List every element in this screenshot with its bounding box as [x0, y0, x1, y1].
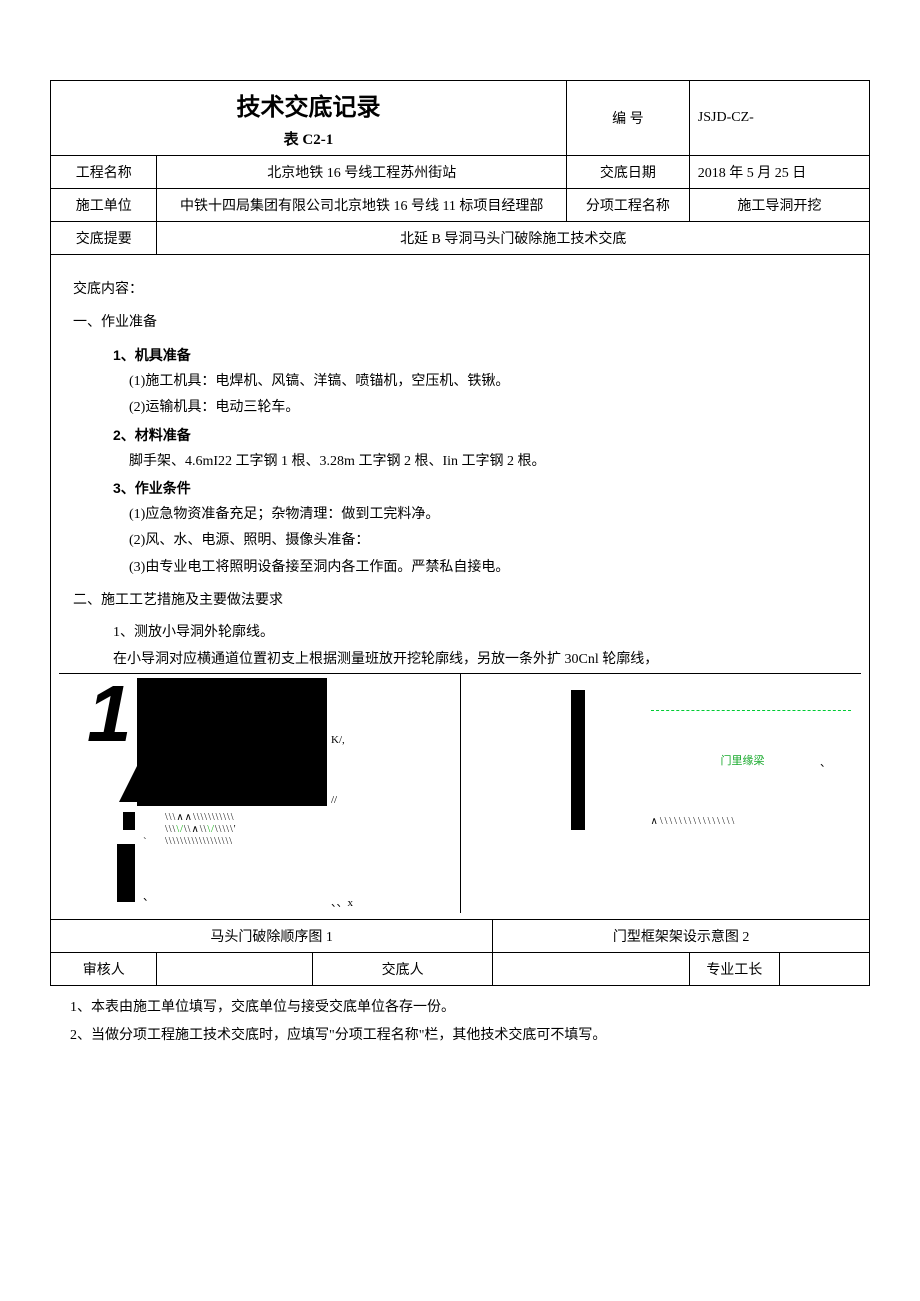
- s1-3-l1: (1)应急物资准备充足；杂物清理：做到工完料净。: [129, 502, 847, 529]
- title-cell: 技术交底记录 表 C2-1: [51, 81, 567, 156]
- fig1-tick: `: [143, 836, 147, 848]
- s2-l2: 在小导洞对应横通道位置初支上根据测量班放开挖轮廓线，另放一条外扩 30Cnl 轮…: [113, 647, 847, 674]
- fig2-dashline: [651, 710, 851, 711]
- row1-k2: 交底日期: [566, 156, 689, 189]
- fig1-tick2: 、: [143, 888, 154, 904]
- caption-right: 门型框架架设示意图 2: [493, 920, 870, 953]
- row2-k2: 分项工程名称: [566, 189, 689, 222]
- fig1-block: [137, 678, 327, 806]
- section2-title: 二、施工工艺措施及主要做法要求: [73, 588, 847, 615]
- s2-l1: 1、测放小导洞外轮廓线。: [113, 620, 847, 647]
- s1-1-l1: (1)施工机具：电焊机、风镐、洋镐、喷锚机，空压机、铁锹。: [129, 369, 847, 396]
- fig2-bar: [571, 690, 585, 830]
- s1-2-l1: 脚手架、4.6mI22 工字钢 1 根、3.28m 工字钢 2 根、Iin 工字…: [129, 449, 847, 476]
- doc-title: 技术交底记录: [59, 87, 558, 122]
- section1-title: 一、作业准备: [73, 310, 847, 337]
- s1-2-title: 2、材料准备: [113, 422, 847, 449]
- sign-audit-value: [157, 953, 313, 986]
- note-1: 1、本表由施工单位填写，交底单位与接受交底单位各存一份。: [70, 994, 870, 1022]
- s1-1-title: 1、机具准备: [113, 342, 847, 369]
- fig2-hatch: ∧\\\\\\\\\\\\\\\\: [651, 816, 737, 827]
- row1-v1: 北京地铁 16 号线工程苏州街站: [157, 156, 566, 189]
- row2-v2: 施工导洞开挖: [689, 189, 869, 222]
- note-2: 2、当做分项工程施工技术交底时，应填写"分项工程名称"栏，其他技术交底可不填写。: [70, 1022, 870, 1050]
- fig2-comma: 、: [820, 754, 831, 770]
- row1-v2: 2018 年 5 月 25 日: [689, 156, 869, 189]
- sign-audit-label: 审核人: [51, 953, 157, 986]
- s1-3-l2: (2)风、水、电源、照明、摄像头准备：: [129, 528, 847, 555]
- fig1-k: K/,: [331, 734, 345, 746]
- s1-3-l3: (3)由专业电工将照明设备接至洞内各工作面。严禁私自接电。: [129, 555, 847, 582]
- document-page: 技术交底记录 表 C2-1 编 号 JSJD-CZ- 工程名称 北京地铁 16 …: [50, 80, 870, 1050]
- content-cell: 交底内容： 一、作业准备 1、机具准备 (1)施工机具：电焊机、风镐、洋镐、喷锚…: [51, 255, 870, 920]
- row3-k1: 交底提要: [51, 222, 157, 255]
- sign-disclose-label: 交底人: [313, 953, 493, 986]
- s1-3-title: 3、作业条件: [113, 475, 847, 502]
- content-heading: 交底内容：: [73, 277, 847, 304]
- sign-foreman-value: [779, 953, 869, 986]
- main-table: 技术交底记录 表 C2-1 编 号 JSJD-CZ- 工程名称 北京地铁 16 …: [50, 80, 870, 986]
- fig1-xx: 、、x: [331, 894, 353, 910]
- sign-foreman-label: 专业工长: [689, 953, 779, 986]
- s1-1-l2: (2)运输机具：电动三轮车。: [129, 395, 847, 422]
- fig1-slashes: //: [331, 794, 337, 806]
- figure-1: 1 K/, // \\\∧∧\\\\\\\\\\\ \\\\/\\∧\\\/\\…: [59, 673, 461, 913]
- caption-left: 马头门破除顺序图 1: [51, 920, 493, 953]
- figure-area: 1 K/, // \\\∧∧\\\\\\\\\\\ \\\\/\\∧\\\/\\…: [59, 673, 861, 913]
- footer-notes: 1、本表由施工单位填写，交底单位与接受交底单位各存一份。 2、当做分项工程施工技…: [70, 994, 870, 1050]
- fig1-bar-sm: [123, 812, 135, 830]
- fig1-bar-lg: [117, 844, 135, 902]
- num-label: 编 号: [566, 81, 689, 156]
- num-value: JSJD-CZ-: [689, 81, 869, 156]
- fig2-green-label: 门里缘梁: [721, 752, 765, 768]
- row1-k1: 工程名称: [51, 156, 157, 189]
- row2-k1: 施工单位: [51, 189, 157, 222]
- row3-v1: 北延 B 导洞马头门破除施工技术交底: [157, 222, 870, 255]
- doc-subtitle: 表 C2-1: [59, 128, 558, 149]
- fig1-hatch: \\\∧∧\\\\\\\\\\\ \\\\/\\∧\\\/\\\\\' \\\\…: [165, 812, 237, 848]
- figure-2: 门里缘梁 、 ∧\\\\\\\\\\\\\\\\: [461, 673, 862, 913]
- sign-disclose-value: [493, 953, 690, 986]
- row2-v1: 中铁十四局集团有限公司北京地铁 16 号线 11 标项目经理部: [157, 189, 566, 222]
